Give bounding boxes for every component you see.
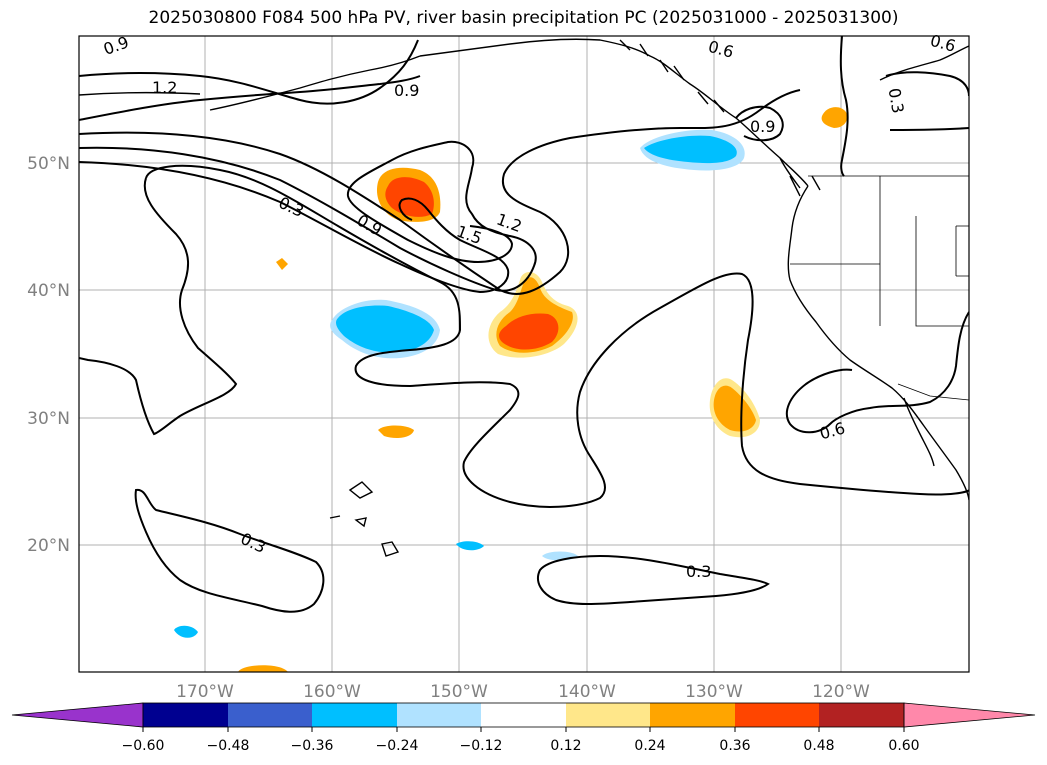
precip-positive-spot bbox=[821, 107, 848, 128]
contour-label: 1.2 bbox=[152, 78, 177, 97]
colorbar-tick-label: −0.24 bbox=[376, 738, 419, 754]
precip-negative-spot bbox=[456, 541, 484, 551]
precip-negative-spot bbox=[174, 625, 198, 638]
coastline-hawaii bbox=[329, 481, 400, 557]
coastline-aleutians bbox=[79, 55, 421, 111]
colorbar-segment bbox=[143, 703, 228, 727]
colorbar-tick-label: −0.60 bbox=[122, 738, 165, 754]
lat-label-20n: 20°N bbox=[27, 536, 70, 556]
colorbar-tick-label: −0.48 bbox=[207, 738, 250, 754]
colorbar-tick-label: −0.12 bbox=[460, 738, 503, 754]
political-boundaries bbox=[790, 175, 969, 401]
colorbar-tick-label: 0.36 bbox=[719, 738, 750, 754]
map-title: 2025030800 F084 500 hPa PV, river basin … bbox=[148, 8, 899, 28]
lat-label-40n: 40°N bbox=[27, 281, 70, 301]
map-frame bbox=[78, 35, 970, 673]
colorbar: −0.60 −0.48 −0.36 −0.24 −0.12 0.12 0.24 … bbox=[11, 702, 1036, 754]
lon-label-140w: 140°W bbox=[558, 682, 616, 702]
pv-contour bbox=[839, 36, 849, 177]
colorbar-extend-left bbox=[11, 702, 144, 728]
lon-label-130w: 130°W bbox=[685, 682, 743, 702]
contour-label: 0.3 bbox=[885, 86, 908, 114]
colorbar-ticks bbox=[142, 727, 905, 732]
colorbar-segment bbox=[228, 703, 312, 727]
precip-anomaly-shading bbox=[174, 107, 848, 672]
lon-label-160w: 160°W bbox=[303, 682, 361, 702]
coastlines bbox=[79, 38, 969, 557]
pv-contour bbox=[885, 71, 969, 131]
pv-contour bbox=[79, 140, 537, 292]
pv-contour bbox=[785, 311, 969, 434]
coastline-baja bbox=[903, 397, 935, 467]
pv-contour bbox=[537, 554, 770, 605]
latitude-labels: 50°N 40°N 30°N 20°N bbox=[27, 154, 70, 556]
lon-label-150w: 150°W bbox=[430, 682, 488, 702]
lon-label-170w: 170°W bbox=[176, 682, 234, 702]
precip-negative-core bbox=[644, 135, 737, 164]
colorbar-segment bbox=[735, 703, 819, 727]
precip-positive-core bbox=[385, 177, 434, 217]
pv-contour bbox=[145, 164, 969, 508]
colorbar-segment bbox=[819, 703, 904, 727]
precip-positive-spot bbox=[378, 425, 414, 438]
pv-contour bbox=[79, 177, 238, 436]
lon-label-120w: 120°W bbox=[812, 682, 870, 702]
coastline-islands bbox=[619, 39, 725, 113]
colorbar-tick-label: 0.24 bbox=[634, 738, 665, 754]
pv-contour bbox=[79, 89, 801, 295]
precip-negative-core bbox=[336, 305, 434, 353]
colorbar-segment bbox=[481, 703, 566, 727]
colorbar-segment bbox=[397, 703, 481, 727]
lat-label-50n: 50°N bbox=[27, 154, 70, 174]
contour-label: 0.9 bbox=[750, 117, 775, 136]
colorbar-segment bbox=[312, 703, 397, 727]
colorbar-outline bbox=[142, 702, 905, 728]
colorbar-tick-label: 0.12 bbox=[550, 738, 581, 754]
precip-positive-core bbox=[713, 385, 756, 432]
colorbar-tick-label: 0.60 bbox=[888, 738, 919, 754]
pv-contour bbox=[735, 105, 784, 142]
lat-label-30n: 30°N bbox=[27, 409, 70, 429]
colorbar-tick-label: 0.48 bbox=[803, 738, 834, 754]
pv-contour bbox=[134, 488, 325, 613]
state-borders bbox=[790, 176, 969, 327]
colorbar-tick-label: −0.36 bbox=[291, 738, 334, 754]
colorbar-segment bbox=[650, 703, 735, 727]
coastline-bc-islands bbox=[779, 157, 821, 197]
pv-contour bbox=[79, 161, 510, 294]
precip-positive-spot bbox=[238, 665, 288, 672]
precip-positive-spot bbox=[276, 258, 288, 270]
us-mexico-border bbox=[897, 383, 969, 401]
colorbar-segment bbox=[566, 703, 650, 727]
precip-positive-core bbox=[499, 313, 559, 350]
pv-contour bbox=[79, 75, 421, 121]
pv-contours bbox=[79, 36, 969, 613]
colorbar-extend-right bbox=[903, 702, 1036, 728]
longitude-labels: 170°W 160°W 150°W 140°W 130°W 120°W bbox=[176, 682, 870, 702]
contour-label: 0.9 bbox=[394, 81, 419, 100]
coastline-west-coast bbox=[787, 185, 969, 501]
contour-label: 0.3 bbox=[686, 562, 711, 581]
